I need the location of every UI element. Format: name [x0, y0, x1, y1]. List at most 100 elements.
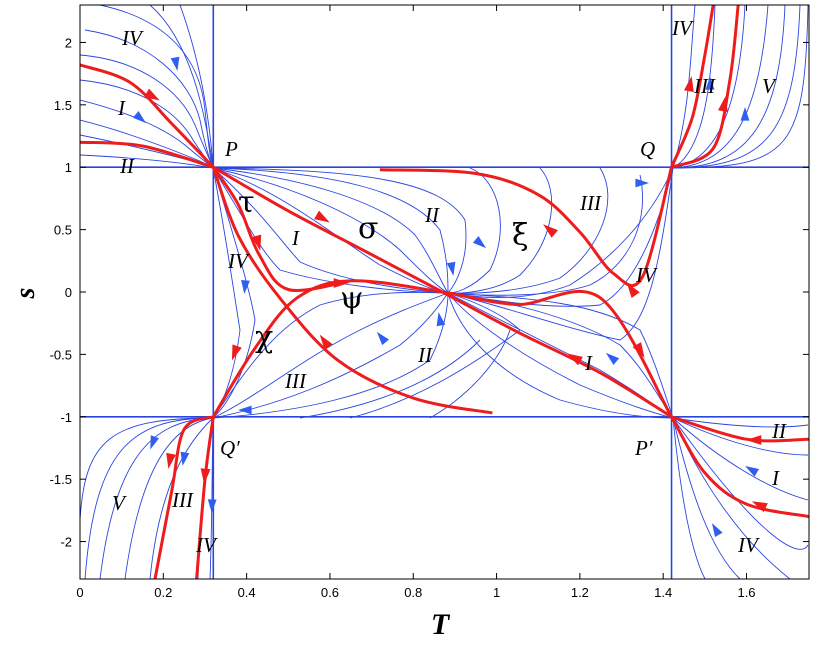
flow-line	[429, 329, 511, 419]
flow-line	[672, 5, 801, 169]
y-tick-label: -2	[60, 535, 72, 550]
y-tick-label: -1.5	[50, 472, 72, 487]
x-tick-label: 0.4	[238, 585, 256, 600]
separatrix-ψ	[212, 279, 673, 418]
separatrix-curve	[670, 5, 740, 169]
flow-line	[672, 417, 741, 579]
flow-line	[80, 54, 214, 169]
x-tick-label: 0	[76, 585, 83, 600]
flow-line	[672, 417, 809, 428]
flow-line	[179, 5, 214, 169]
region-label-II-middle-bottom: II	[417, 343, 433, 367]
flow-arrow	[635, 178, 649, 188]
region-label-III-bottom-left: III	[171, 488, 194, 512]
region-label-II-top-left: II	[119, 154, 135, 178]
flow-line	[80, 154, 214, 169]
flow-line	[212, 292, 449, 419]
flow-line	[299, 339, 481, 419]
flow-line	[447, 292, 674, 419]
x-tick-label: 1.6	[737, 585, 755, 600]
separatrix-arrow	[626, 282, 640, 298]
region-label-I-top-left: I	[117, 96, 126, 120]
y-tick-label: -1	[60, 410, 72, 425]
flow-arrow	[745, 466, 759, 477]
flow-line	[447, 167, 674, 341]
separatrix-curve	[670, 5, 715, 168]
separatrix-curve	[670, 416, 809, 519]
separatrix-curve	[153, 415, 214, 579]
flow-line	[212, 167, 449, 294]
separatrix-label-chi: χ	[255, 320, 273, 355]
separatrix-χ	[211, 166, 493, 415]
separatrix-arrow	[166, 452, 176, 469]
x-tick-label: 0.8	[404, 585, 422, 600]
separatrix-arrows	[56, 76, 768, 513]
separatrix-label-sigma: σ	[358, 211, 378, 246]
separatrix-arrow	[751, 501, 768, 513]
x-tick-label: 1.4	[654, 585, 672, 600]
separatrices	[80, 5, 809, 579]
x-tick-label: 1.2	[571, 585, 589, 600]
flow-arrow	[376, 331, 389, 346]
flow-arrow	[446, 261, 456, 276]
flow-line	[212, 167, 256, 419]
flow-line	[672, 5, 769, 169]
flow-arrow	[238, 405, 252, 415]
flow-line	[672, 5, 786, 169]
region-label-IV-bottom-left: IV	[195, 533, 218, 557]
point-label-Q-prime: Q′	[220, 436, 240, 460]
flow-line	[212, 167, 449, 294]
region-label-V-bottom-left: V	[112, 491, 127, 515]
separatrix-ξ	[379, 166, 673, 288]
flow-arrow	[150, 435, 159, 450]
separatrix-arrow	[718, 96, 728, 113]
flow-arrow	[241, 280, 250, 294]
flow-line	[212, 167, 449, 294]
region-label-IV-top-left: IV	[121, 26, 144, 50]
flow-line	[447, 292, 674, 419]
separatrix-label-tau: τ	[238, 185, 255, 220]
y-tick-label: 1.5	[54, 98, 72, 113]
flow-arrow	[712, 523, 723, 537]
flow-line	[672, 5, 716, 169]
flow-line	[672, 417, 706, 579]
separatrix-arrow	[56, 138, 72, 148]
flow-line	[84, 417, 214, 579]
flow-line	[212, 291, 449, 419]
flow-arrow	[705, 76, 715, 90]
separatrix-arrow	[333, 278, 349, 288]
y-axis-title: s	[10, 287, 41, 299]
separatrix-curve	[80, 63, 215, 169]
flow-line	[212, 292, 449, 419]
separatrix-arrow	[314, 210, 330, 223]
separatrix-arrow	[251, 234, 262, 251]
region-label-IV-middle-left: IV	[227, 249, 250, 273]
region-label-IV-top-right: IV	[671, 16, 694, 40]
flow-arrows	[132, 56, 759, 537]
separatrix-arrow	[684, 76, 694, 93]
point-label-Q: Q	[640, 137, 655, 161]
separatrix-curve	[671, 415, 809, 443]
region-label-I-middle: I	[291, 226, 300, 250]
flow-line	[212, 167, 467, 294]
separatrix-arrow	[746, 435, 762, 445]
region-label-II-middle-top: II	[424, 203, 440, 227]
region-label-II-bottom-right: II	[771, 419, 787, 443]
separatrix-label-xi: ξ	[512, 218, 529, 253]
x-axis-title: T	[431, 608, 451, 641]
flow-line	[80, 417, 214, 521]
flow-line	[447, 174, 643, 296]
flow-arrow	[132, 111, 147, 124]
region-label-I-middle-bottom: I	[584, 351, 593, 375]
flow-line	[99, 5, 214, 169]
flow-arrow	[740, 107, 750, 121]
flow-line	[84, 29, 214, 169]
y-tick-label: -0.5	[50, 347, 72, 362]
separatrix-arrow	[319, 334, 333, 350]
region-label-V-top-right: V	[762, 74, 777, 98]
separatrix-curve	[80, 140, 214, 169]
flow-line	[349, 292, 521, 419]
flow-line	[212, 292, 449, 419]
x-axis-ticks: 0 0.2 0.4 0.6 0.8 1 1.2 1.4 1.6	[76, 5, 756, 600]
y-tick-label: 0	[65, 285, 72, 300]
